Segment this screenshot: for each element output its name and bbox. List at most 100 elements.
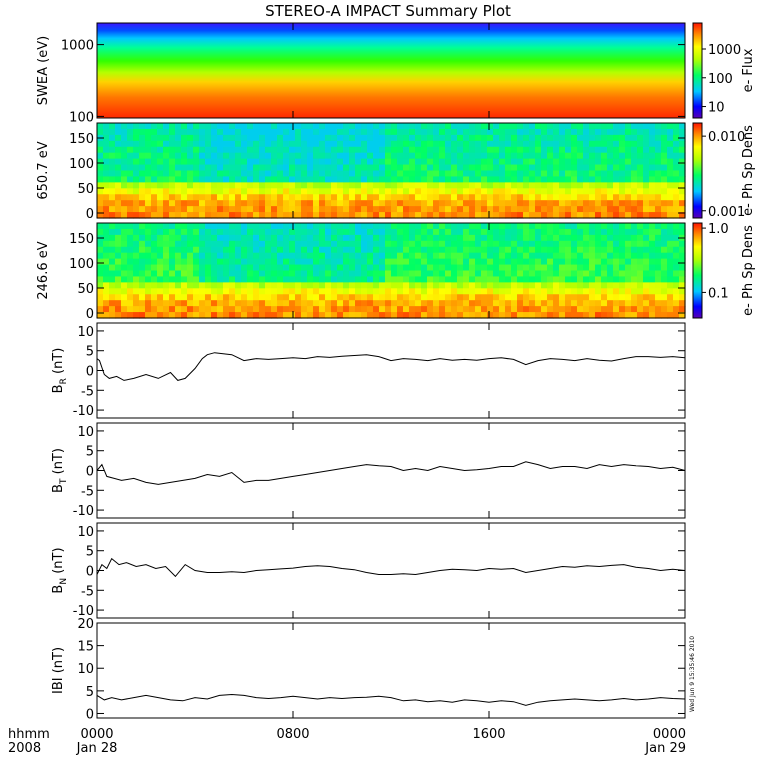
heatmap-cell <box>391 200 398 207</box>
heatmap-cell <box>97 312 104 319</box>
heatmap-cell <box>667 182 674 189</box>
heatmap-cell <box>157 176 164 183</box>
heatmap-cell <box>457 306 464 313</box>
heatmap-cell <box>589 246 596 254</box>
heatmap-cell <box>133 123 140 130</box>
heatmap-cell <box>241 252 248 260</box>
heatmap-cell <box>145 140 152 148</box>
heatmap-cell <box>235 234 242 242</box>
heatmap-cell <box>397 188 404 195</box>
heatmap-cell <box>541 294 548 301</box>
heatmap-cell <box>367 306 374 313</box>
heatmap-cell <box>283 194 290 201</box>
heatmap-cell <box>433 200 440 207</box>
heatmap-cell <box>529 228 536 236</box>
heatmap-cell <box>121 264 128 272</box>
heatmap-cell <box>517 252 524 260</box>
heatmap-cell <box>595 134 602 142</box>
heatmap-cell <box>97 194 104 201</box>
heatmap-cell <box>301 176 308 183</box>
heatmap-cell <box>127 234 134 242</box>
heatmap-cell <box>547 240 554 248</box>
heatmap-cell <box>349 312 356 319</box>
heatmap-cell <box>631 128 638 136</box>
heatmap-cell <box>121 170 128 178</box>
heatmap-cell <box>157 228 164 236</box>
y-tick-label: 0 <box>86 565 94 580</box>
heatmap-cell <box>361 140 368 148</box>
heatmap-cell <box>547 212 554 219</box>
heatmap-cell <box>499 176 506 183</box>
heatmap-cell <box>529 234 536 242</box>
heatmap-cell <box>619 212 626 219</box>
heatmap-cell <box>97 146 104 154</box>
heatmap-cell <box>637 170 644 178</box>
heatmap-cell <box>529 123 536 130</box>
heatmap-cell <box>343 312 350 319</box>
heatmap-cell <box>643 264 650 272</box>
heatmap-cell <box>529 176 536 183</box>
heatmap-cell <box>649 276 656 283</box>
heatmap-cell <box>577 276 584 283</box>
heatmap-cell <box>361 152 368 160</box>
heatmap-cell <box>457 228 464 236</box>
y-tick-label: 150 <box>69 232 94 247</box>
heatmap-cell <box>661 240 668 248</box>
heatmap-cell <box>523 240 530 248</box>
heatmap-cell <box>673 246 680 254</box>
heatmap-cell <box>661 276 668 283</box>
heatmap-cell <box>589 206 596 213</box>
heatmap-cell <box>373 234 380 242</box>
heatmap-cell <box>613 176 620 183</box>
heatmap-cell <box>373 200 380 207</box>
heatmap-cell <box>541 152 548 160</box>
heatmap-cell <box>469 234 476 242</box>
heatmap-cell <box>205 134 212 142</box>
heatmap-cell <box>499 152 506 160</box>
heatmap-cell <box>217 240 224 248</box>
heatmap-cell <box>391 264 398 272</box>
heatmap-cell <box>637 182 644 189</box>
heatmap-cell <box>97 282 104 289</box>
heatmap-cell <box>499 123 506 130</box>
heatmap-cell <box>373 264 380 272</box>
heatmap-cell <box>301 240 308 248</box>
heatmap-cell <box>493 188 500 195</box>
heatmap-cell <box>391 140 398 148</box>
heatmap-cell <box>97 188 104 195</box>
heatmap-cell <box>175 270 182 278</box>
heatmap-cell <box>355 128 362 136</box>
heatmap-cell <box>373 128 380 136</box>
heatmap-cell <box>229 158 236 166</box>
heatmap-cell <box>535 288 542 295</box>
heatmap-cell <box>361 212 368 219</box>
heatmap-cell <box>493 288 500 295</box>
heatmap-cell <box>175 158 182 166</box>
heatmap-cell <box>343 252 350 260</box>
heatmap-cell <box>643 300 650 307</box>
heatmap-cell <box>625 176 632 183</box>
heatmap-cell <box>655 270 662 278</box>
heatmap-cell <box>613 206 620 213</box>
heatmap-cell <box>421 123 428 130</box>
heatmap-cell <box>295 206 302 213</box>
heatmap-cell <box>637 294 644 301</box>
heatmap-cell <box>229 246 236 254</box>
heatmap-cell <box>229 128 236 136</box>
heatmap-cell <box>403 146 410 154</box>
heatmap-cell <box>607 276 614 283</box>
heatmap-cell <box>301 182 308 189</box>
heatmap-cell <box>133 158 140 166</box>
heatmap-cell <box>601 146 608 154</box>
heatmap-cell <box>535 200 542 207</box>
heatmap-cell <box>655 212 662 219</box>
heatmap-cell <box>571 206 578 213</box>
heatmap-cell <box>259 270 266 278</box>
heatmap-cell <box>481 270 488 278</box>
heatmap-cell <box>613 188 620 195</box>
y-tick-label: 10 <box>77 662 94 677</box>
heatmap-cell <box>271 312 278 319</box>
heatmap-cell <box>265 146 272 154</box>
